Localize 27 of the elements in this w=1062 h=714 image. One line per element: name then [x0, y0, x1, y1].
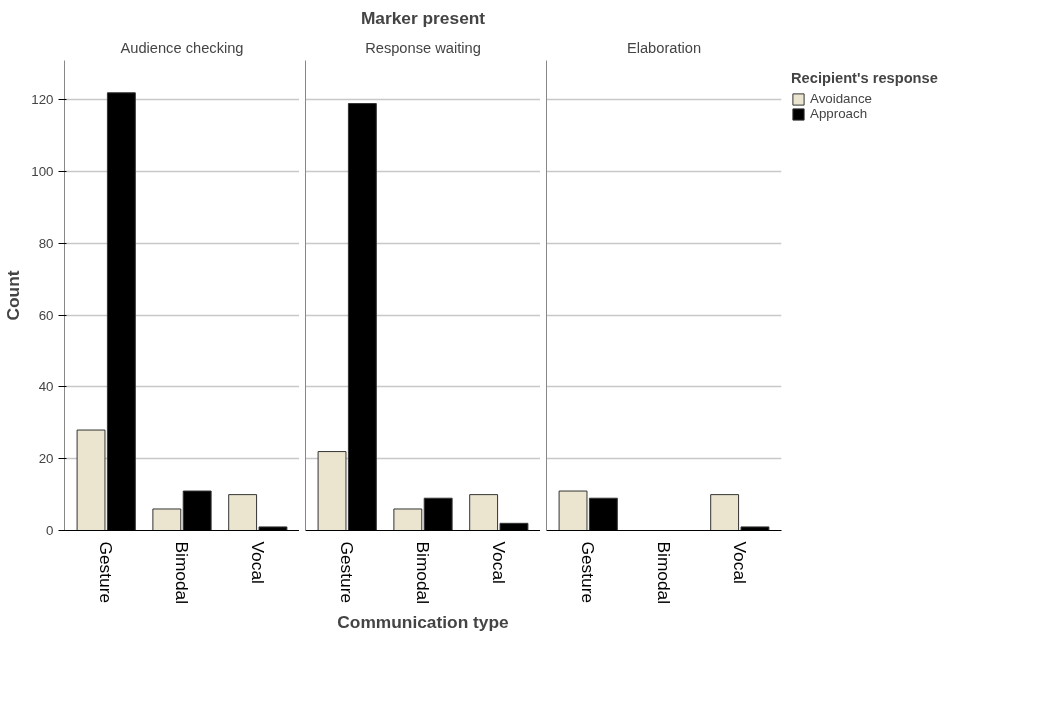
x-tick-label: Gesture [96, 541, 117, 604]
y-axis-title: Count [3, 270, 24, 321]
chart-title: Response waiting [365, 39, 481, 56]
y-tick-label: 100 [31, 164, 54, 180]
y-tick-label: 0 [46, 523, 54, 538]
x-tick-label: Vocal [488, 541, 509, 584]
chart-title: Audience checking [120, 39, 244, 56]
x-tick-label: Gesture [337, 541, 358, 604]
y-tick-label: 80 [38, 235, 54, 251]
x-tick-label: Gesture [578, 541, 599, 604]
x-tick-label: Bimodal [172, 541, 192, 605]
x-tick-label: Bimodal [654, 541, 674, 605]
x-tick-label: Bimodal [413, 541, 433, 605]
x-axis-title: Communication type [337, 612, 510, 633]
y-tick-label: 120 [31, 92, 54, 108]
chart-title: Elaboration [626, 39, 702, 56]
legend-label: Approach [810, 106, 868, 121]
bar [393, 508, 423, 531]
x-tick-label: Vocal [247, 541, 268, 584]
y-tick-label: 40 [38, 379, 54, 395]
x-tick-label: Vocal [729, 541, 750, 584]
y-tick-label: 20 [38, 451, 54, 467]
text: Marker present [360, 7, 486, 28]
y-tick-label: 60 [38, 307, 54, 323]
legend-title: Recipient's response [791, 70, 938, 86]
bar [152, 508, 182, 531]
legend-label: Avoidance [810, 91, 873, 106]
